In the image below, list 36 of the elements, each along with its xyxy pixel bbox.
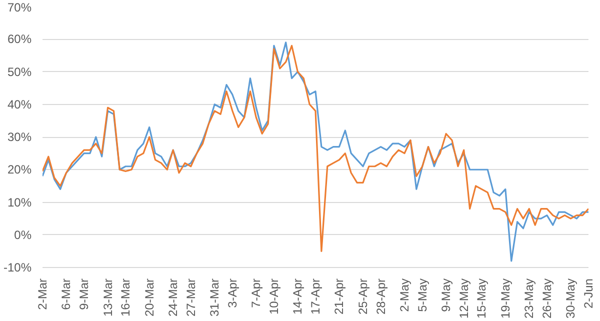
y-tick-label: 60% xyxy=(7,32,32,46)
x-tick-label: 16-Mar xyxy=(118,278,133,317)
y-tick-label: 50% xyxy=(7,64,32,79)
x-tick-label: 2-Mar xyxy=(36,278,50,310)
y-tick-label: 20% xyxy=(7,162,32,177)
x-tick-label: 31-Mar xyxy=(208,278,222,317)
y-tick-label: 0% xyxy=(14,228,32,242)
x-tick-label: 17-Apr xyxy=(308,278,322,315)
x-tick-label: 6-Mar xyxy=(59,278,74,310)
x-tick-label: 15-May xyxy=(474,278,489,319)
x-tick-label: 24-Mar xyxy=(166,278,180,317)
y-tick-label: 10% xyxy=(7,195,32,210)
y-tick-label: -10% xyxy=(3,260,32,274)
x-tick-label: 26-May xyxy=(540,278,554,319)
y-tick-label: 30% xyxy=(7,130,32,144)
x-tick-label: 5-May xyxy=(415,278,430,312)
x-tick-label: 10-Apr xyxy=(266,278,281,315)
x-tick-label: 20-Mar xyxy=(142,278,156,317)
x-tick-label: 9-May xyxy=(439,278,454,312)
x-tick-label: 21-Apr xyxy=(332,278,346,315)
x-tick-label: 14-Apr xyxy=(290,278,305,315)
x-tick-label: 7-Apr xyxy=(249,278,264,308)
x-tick-label: 23-May xyxy=(522,278,536,319)
x-tick-label: 3-Apr xyxy=(225,278,240,308)
x-tick-label: 13-Mar xyxy=(100,278,115,317)
x-tick-label: 27-Mar xyxy=(184,278,198,317)
x-tick-label: 28-Apr xyxy=(374,278,388,315)
x-tick-label: 2-May xyxy=(398,278,412,312)
y-tick-label: 40% xyxy=(7,97,32,112)
x-tick-label: 19-May xyxy=(498,278,512,319)
y-tick-label: 70% xyxy=(7,0,32,14)
x-tick-label: 2-Jun xyxy=(582,278,596,309)
x-tick-label: 12-May xyxy=(456,278,471,319)
x-tick-label: 9-Mar xyxy=(77,278,92,310)
x-tick-label: 25-Apr xyxy=(356,278,370,315)
x-tick-label: 30-May xyxy=(564,278,578,319)
